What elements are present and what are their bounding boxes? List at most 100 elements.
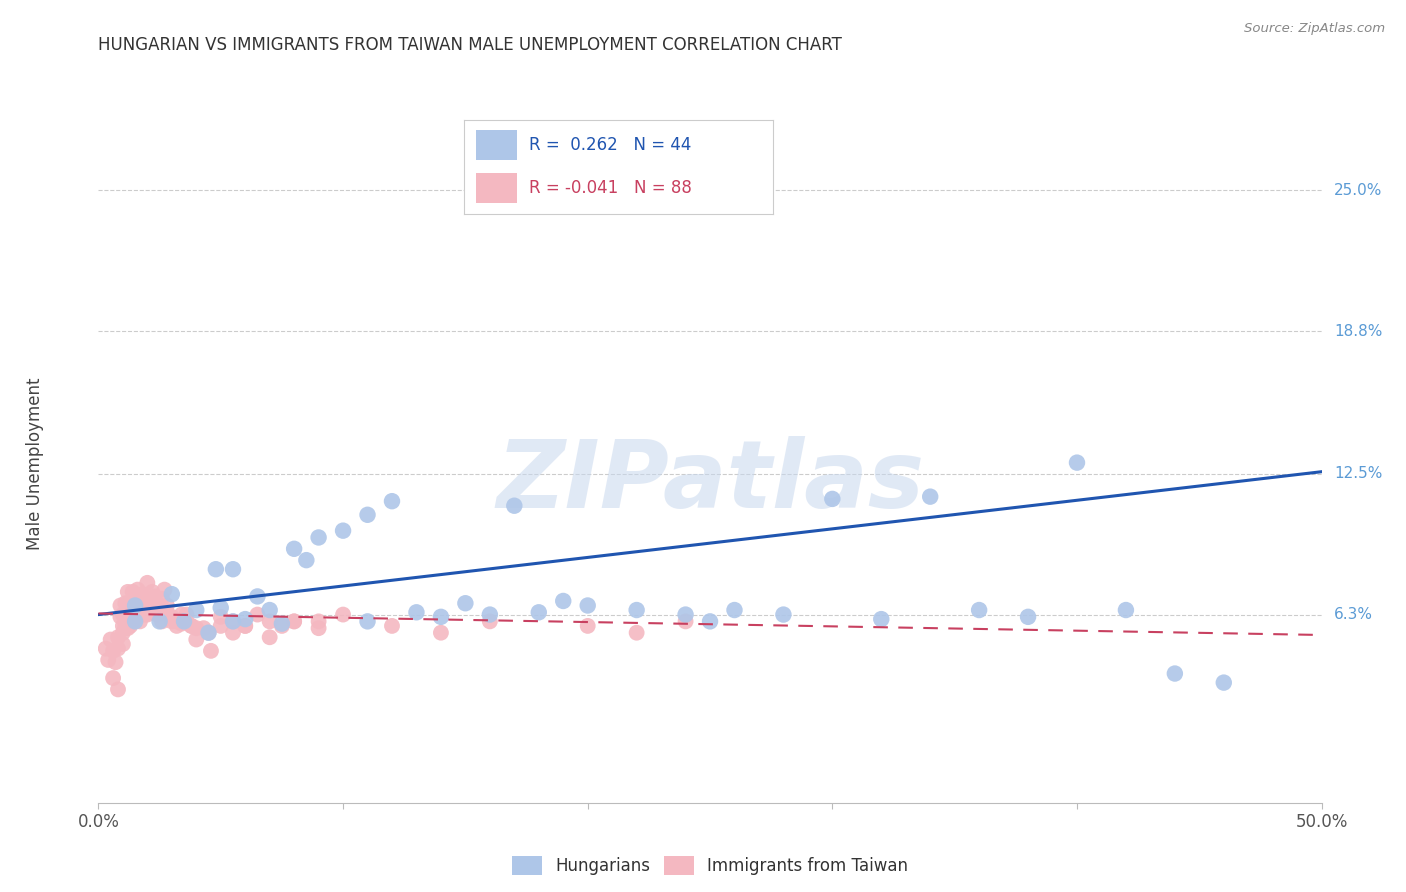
Point [124, 599, 146, 613]
Point [478, 607, 501, 622]
Point [97, 653, 120, 667]
Point [308, 621, 330, 635]
Point [270, 616, 294, 631]
Point [110, 610, 132, 624]
Point [553, 594, 575, 608]
Point [121, 615, 143, 629]
Point [478, 615, 501, 629]
Point [193, 621, 215, 635]
Point [1212, 675, 1234, 690]
Point [197, 625, 219, 640]
Point [283, 615, 305, 629]
Point [166, 619, 188, 633]
Point [356, 615, 378, 629]
Point [186, 603, 208, 617]
Point [120, 596, 142, 610]
Point [197, 625, 219, 640]
Point [626, 625, 648, 640]
Point [150, 591, 173, 606]
Point [124, 600, 146, 615]
Point [176, 615, 198, 629]
Point [332, 607, 354, 622]
Point [129, 590, 152, 604]
Point [100, 632, 122, 647]
Point [920, 490, 942, 504]
Point [209, 610, 232, 624]
Point [430, 610, 453, 624]
Point [160, 615, 183, 629]
Point [233, 619, 256, 633]
Point [111, 637, 134, 651]
Point [821, 491, 844, 506]
Point [173, 615, 195, 629]
Point [259, 615, 281, 629]
Point [308, 615, 330, 629]
Point [222, 562, 245, 576]
Text: Male Unemployment: Male Unemployment [27, 377, 44, 550]
Point [111, 625, 134, 640]
Text: R =  0.262   N = 44: R = 0.262 N = 44 [529, 136, 692, 153]
Point [94, 641, 117, 656]
Point [233, 612, 256, 626]
Point [127, 605, 149, 619]
Point [110, 599, 132, 613]
Point [149, 599, 172, 613]
Point [153, 582, 176, 597]
Point [186, 632, 208, 647]
Point [139, 596, 162, 610]
Point [156, 599, 179, 613]
Point [246, 607, 269, 622]
Point [356, 508, 378, 522]
Point [270, 619, 294, 633]
Point [117, 607, 139, 622]
Point [180, 619, 202, 633]
Point [503, 499, 526, 513]
Point [114, 596, 136, 610]
Point [120, 603, 142, 617]
Point [166, 615, 188, 629]
Bar [477, 129, 516, 160]
Point [259, 603, 281, 617]
Point [124, 587, 146, 601]
Point [101, 671, 124, 685]
Point [381, 619, 404, 633]
Point [1164, 666, 1187, 681]
Point [129, 615, 152, 629]
Point [699, 615, 721, 629]
Point [180, 619, 202, 633]
Text: 18.8%: 18.8% [1334, 324, 1382, 339]
Point [107, 682, 129, 697]
Text: 25.0%: 25.0% [1334, 183, 1382, 198]
Point [131, 599, 153, 613]
Point [141, 585, 163, 599]
Text: HUNGARIAN VS IMMIGRANTS FROM TAIWAN MALE UNEMPLOYMENT CORRELATION CHART: HUNGARIAN VS IMMIGRANTS FROM TAIWAN MALE… [98, 36, 842, 54]
Text: Source: ZipAtlas.com: Source: ZipAtlas.com [1244, 22, 1385, 36]
Point [295, 553, 318, 567]
Point [176, 607, 198, 622]
Point [222, 615, 245, 629]
Point [134, 607, 156, 622]
Point [675, 607, 697, 622]
Point [1115, 603, 1137, 617]
Point [143, 590, 166, 604]
Point [149, 615, 172, 629]
Point [186, 621, 208, 635]
Point [134, 599, 156, 613]
Point [772, 607, 794, 622]
Point [170, 616, 193, 631]
Point [146, 599, 169, 613]
Point [136, 591, 159, 606]
Bar [477, 173, 516, 202]
Point [141, 599, 163, 613]
Text: R = -0.041   N = 88: R = -0.041 N = 88 [529, 179, 692, 197]
Point [430, 625, 453, 640]
Point [233, 619, 256, 633]
Point [127, 582, 149, 597]
Point [121, 585, 143, 599]
Point [127, 594, 149, 608]
Point [160, 587, 183, 601]
Point [723, 603, 745, 617]
Point [332, 524, 354, 538]
Text: 12.5%: 12.5% [1334, 467, 1382, 482]
Point [1017, 610, 1039, 624]
